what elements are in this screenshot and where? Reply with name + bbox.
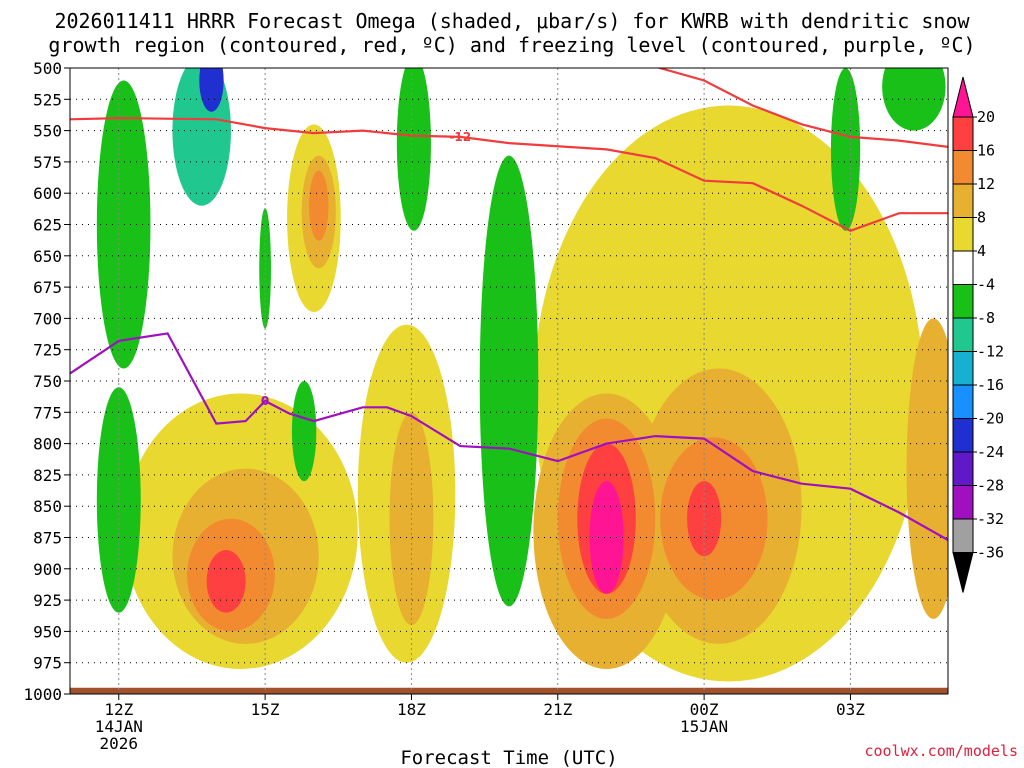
colorbar-tick-label-5: -4 <box>977 276 995 294</box>
x-axis-label: Forecast Time (UTC) <box>400 747 617 768</box>
colorbar-tick-label-7: -12 <box>977 343 1004 361</box>
y-tick-label-800: 800 <box>33 435 62 454</box>
colorbar-tick-label-8: -16 <box>977 376 1004 394</box>
y-tick-label-1000: 1000 <box>23 685 62 704</box>
y-tick-label-900: 900 <box>33 560 62 579</box>
ground-strip <box>70 687 948 694</box>
x-tick-label-27-0: 03Z <box>836 700 865 719</box>
y-tick-label-600: 600 <box>33 184 62 203</box>
omega-region-5 <box>396 68 431 231</box>
omega-region-20 <box>309 170 329 241</box>
y-tick-label-675: 675 <box>33 278 62 297</box>
contour-0 <box>70 116 948 232</box>
y-tick-label-925: 925 <box>33 591 62 610</box>
omega-region-23 <box>206 550 246 613</box>
colorbar-tick-label-13: -36 <box>977 544 1004 562</box>
x-tick-label-12-0: 12Z <box>104 700 133 719</box>
chart-title-line1: 2026011411 HRRR Forecast Omega (shaded, … <box>54 9 970 33</box>
colorbar-tick-label-11: -28 <box>977 477 1004 495</box>
colorbar-bottom-arrow <box>952 552 974 593</box>
colorbar-tick-label-6: -8 <box>977 309 995 327</box>
contour-label-0: -12 <box>449 130 471 144</box>
x-tick-label-12-2: 2026 <box>100 734 139 753</box>
omega-region-4 <box>96 80 151 369</box>
y-tick-label-525: 525 <box>33 90 62 109</box>
colorbar-cell-9 <box>952 418 974 453</box>
x-tick-label-18-0: 18Z <box>397 700 426 719</box>
y-tick-label-625: 625 <box>33 216 62 235</box>
y-tick-label-500: 500 <box>33 59 62 78</box>
omega-region-10 <box>830 68 861 231</box>
y-tick-label-750: 750 <box>33 372 62 391</box>
omega-shading <box>70 68 948 694</box>
omega-region-26 <box>589 481 624 594</box>
y-tick-label-575: 575 <box>33 153 62 172</box>
y-tick-label-950: 950 <box>33 622 62 641</box>
y-tick-label-850: 850 <box>33 497 62 516</box>
colorbar-cell-1 <box>952 150 974 185</box>
omega-region-27 <box>199 68 224 112</box>
colorbar-tick-label-1: 16 <box>977 142 995 160</box>
gridlines <box>70 68 948 694</box>
y-tick-label-875: 875 <box>33 529 62 548</box>
colorbar-tick-label-4: 4 <box>977 242 986 260</box>
y-tick-label-725: 725 <box>33 341 62 360</box>
colorbar-cell-7 <box>952 351 974 386</box>
x-tick-label-24-1: 15JAN <box>680 717 728 736</box>
colorbar-cell-12 <box>952 518 974 553</box>
contour-label-2: 0 <box>261 394 269 408</box>
colorbar-cell-11 <box>952 485 974 520</box>
colorbar-tick-label-0: 20 <box>977 108 995 126</box>
chart-title-line2: growth region (contoured, red, ºC) and f… <box>48 33 975 57</box>
credit-text: coolwx.com/models <box>864 742 1018 760</box>
colorbar-cell-2 <box>952 183 974 218</box>
y-tick-label-550: 550 <box>33 122 62 141</box>
colorbar-cell-6 <box>952 317 974 352</box>
y-tick-label-825: 825 <box>33 466 62 485</box>
colorbar-tick-label-2: 12 <box>977 175 995 193</box>
omega-region-11 <box>882 68 946 131</box>
y-tick-label-700: 700 <box>33 309 62 328</box>
colorbar-tick-label-10: -24 <box>977 443 1004 461</box>
colorbar-cell-5 <box>952 284 974 319</box>
omega-region-17 <box>906 318 948 619</box>
colorbar-cell-0 <box>952 116 974 151</box>
x-tick-label-12-1: 14JAN <box>95 717 143 736</box>
x-tick-label-15-0: 15Z <box>251 700 280 719</box>
colorbar-tick-label-9: -20 <box>977 410 1004 428</box>
contour-1 <box>655 68 948 148</box>
colorbar-tick-label-12: -32 <box>977 510 1004 528</box>
omega-region-9 <box>291 381 317 482</box>
contour-lines: -12 0 <box>70 68 948 541</box>
contour-2 <box>70 332 948 541</box>
colorbar: 20 16 12 8 4 -4 -8 -12 -16 -20 -24 -28 -32 -36 <box>952 76 1004 593</box>
y-tick-label-650: 650 <box>33 247 62 266</box>
x-tick-label-24-0: 00Z <box>690 700 719 719</box>
y-tick-label-775: 775 <box>33 403 62 422</box>
colorbar-cell-4 <box>952 250 974 285</box>
y-tick-label-975: 975 <box>33 654 62 673</box>
x-tick-label-21-0: 21Z <box>543 700 572 719</box>
colorbar-cell-10 <box>952 451 974 486</box>
colorbar-cell-8 <box>952 384 974 419</box>
colorbar-cell-3 <box>952 217 974 252</box>
colorbar-tick-label-3: 8 <box>977 209 986 227</box>
plot-area: -12 0 <box>69 67 949 695</box>
y-axis: 500 525 550 575 600 625 650 675 700 725 750 775 800 8… <box>23 59 70 704</box>
